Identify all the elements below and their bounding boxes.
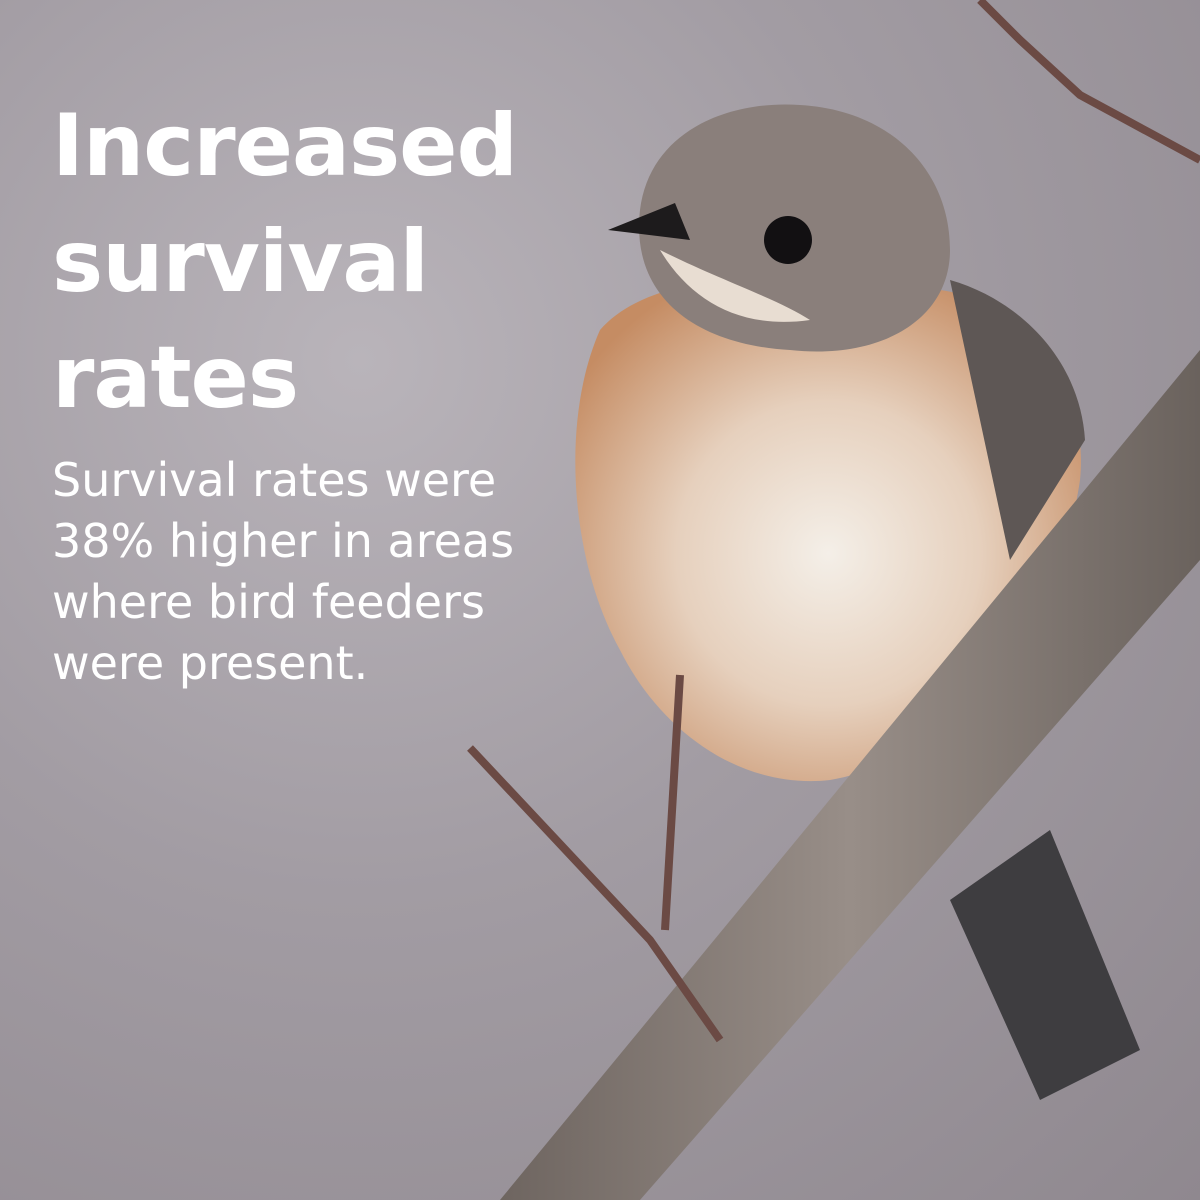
tail bbox=[950, 830, 1140, 1100]
eye bbox=[764, 216, 812, 264]
headline: Increased survival rates bbox=[52, 96, 518, 428]
wing bbox=[950, 280, 1085, 560]
cheek bbox=[660, 250, 810, 322]
beak bbox=[608, 203, 690, 240]
twig bbox=[467, 0, 1200, 1043]
body-text: Survival rates were 38% higher in areas … bbox=[52, 453, 515, 690]
tree-branch bbox=[500, 350, 1200, 1200]
